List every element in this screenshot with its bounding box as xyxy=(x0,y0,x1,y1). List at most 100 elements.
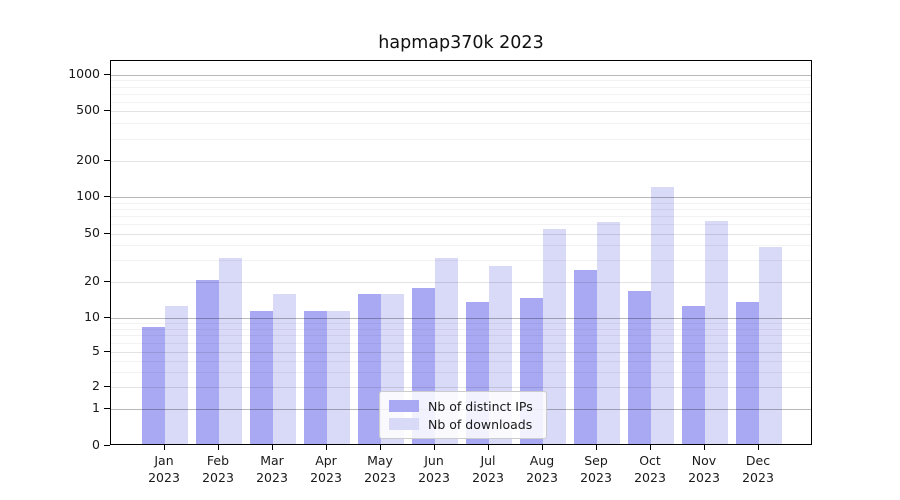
y-tick-mark xyxy=(104,110,110,111)
bar-distinct-ips xyxy=(196,279,219,444)
x-label-year: 2023 xyxy=(364,470,396,485)
legend-label-downloads: Nb of downloads xyxy=(428,416,533,432)
plot-area xyxy=(110,60,812,445)
y-axis-tick-label: 500 xyxy=(76,102,100,117)
bar-distinct-ips xyxy=(304,310,327,444)
bar-distinct-ips xyxy=(574,269,597,444)
gridline-minor xyxy=(111,101,811,103)
gridline-minor xyxy=(111,93,811,95)
gridline xyxy=(111,233,811,235)
x-tick-mark xyxy=(380,445,381,450)
x-label-year: 2023 xyxy=(634,470,666,485)
gridline-minor xyxy=(111,342,811,344)
gridline-minor xyxy=(111,335,811,337)
x-tick-mark xyxy=(650,445,651,450)
gridline-minor xyxy=(111,371,811,373)
x-tick-mark xyxy=(488,445,489,450)
x-label-year: 2023 xyxy=(310,470,342,485)
y-axis-tick-label: 1 xyxy=(92,400,100,415)
x-label-month: Dec xyxy=(745,453,771,468)
gridline xyxy=(111,317,811,319)
x-tick-mark xyxy=(272,445,273,450)
x-axis-tick-label: Aug 2023 xyxy=(514,452,570,486)
legend-item-downloads: Nb of downloads xyxy=(389,415,537,433)
chart-title: hapmap370k 2023 xyxy=(378,33,544,53)
gridline-minor xyxy=(111,202,811,204)
gridline xyxy=(111,281,811,283)
x-axis-tick-label: Jan 2023 xyxy=(136,452,192,486)
x-label-month: Jun xyxy=(424,453,444,468)
gridline-minor xyxy=(111,223,811,225)
gridline xyxy=(111,161,811,162)
bar-distinct-ips xyxy=(142,326,165,444)
gridline-minor xyxy=(111,80,811,82)
legend: Nb of distinct IPs Nb of downloads xyxy=(379,391,547,439)
x-label-year: 2023 xyxy=(418,470,450,485)
x-label-year: 2023 xyxy=(256,470,288,485)
y-axis-tick-label: 50 xyxy=(84,224,100,240)
x-tick-mark xyxy=(434,445,435,450)
x-label-month: Apr xyxy=(315,453,337,468)
x-tick-mark xyxy=(164,445,165,450)
x-label-month: Sep xyxy=(584,453,608,468)
gridline-minor xyxy=(111,138,811,140)
x-label-month: Aug xyxy=(529,453,555,468)
bar-downloads xyxy=(165,306,188,444)
y-axis-tick-label: 100 xyxy=(76,188,100,203)
bar-downloads xyxy=(705,221,728,444)
y-axis-tick-label: 20 xyxy=(84,272,100,288)
gridline xyxy=(111,197,811,198)
legend-swatch-downloads xyxy=(389,418,419,430)
x-label-month: Jul xyxy=(480,453,496,468)
x-label-year: 2023 xyxy=(742,470,774,485)
bar-downloads xyxy=(219,258,242,444)
x-axis-tick-label: Sep 2023 xyxy=(568,452,624,486)
x-label-month: May xyxy=(367,453,393,468)
y-tick-mark xyxy=(104,316,110,318)
x-axis-tick-label: Apr 2023 xyxy=(298,452,354,486)
y-tick-mark xyxy=(104,196,110,197)
x-tick-mark xyxy=(758,445,759,450)
bar-downloads xyxy=(327,310,350,444)
gridline xyxy=(111,111,811,112)
bar-distinct-ips xyxy=(358,294,381,444)
legend-swatch-distinct-ips xyxy=(389,400,419,412)
x-label-year: 2023 xyxy=(688,470,720,485)
gridline-minor xyxy=(111,86,811,88)
y-tick-mark xyxy=(104,74,110,75)
gridline xyxy=(111,387,811,388)
x-label-year: 2023 xyxy=(526,470,558,485)
bar-distinct-ips xyxy=(628,291,651,444)
y-tick-mark xyxy=(104,232,110,234)
x-label-month: Mar xyxy=(260,453,284,468)
bar-distinct-ips xyxy=(682,306,705,444)
x-axis-tick-label: Jul 2023 xyxy=(460,452,516,486)
x-label-year: 2023 xyxy=(580,470,612,485)
x-label-month: Jan xyxy=(154,453,174,468)
bar-distinct-ips xyxy=(250,310,273,444)
x-axis-tick-label: Dec 2023 xyxy=(730,452,786,486)
gridline xyxy=(111,352,811,353)
x-label-year: 2023 xyxy=(148,470,180,485)
bar-downloads xyxy=(597,221,620,444)
y-tick-mark xyxy=(104,280,110,282)
x-label-month: Nov xyxy=(691,453,717,468)
x-label-year: 2023 xyxy=(472,470,504,485)
y-tick-mark xyxy=(104,408,110,409)
bar-downloads xyxy=(273,294,296,444)
x-label-year: 2023 xyxy=(202,470,234,485)
gridline-minor xyxy=(111,245,811,247)
gridline-minor xyxy=(111,328,811,330)
x-tick-mark xyxy=(218,445,219,450)
bar-downloads xyxy=(543,229,566,444)
y-tick-mark xyxy=(104,445,110,446)
x-axis-tick-label: Mar 2023 xyxy=(244,452,300,486)
gridline xyxy=(111,75,811,76)
bar-distinct-ips xyxy=(736,301,759,444)
x-axis-tick-label: Nov 2023 xyxy=(676,452,732,486)
y-axis-tick-label: 10 xyxy=(84,308,100,324)
legend-item-distinct-ips: Nb of distinct IPs xyxy=(389,397,537,415)
y-axis-tick-label: 1000 xyxy=(68,66,100,81)
x-tick-mark xyxy=(596,445,597,450)
